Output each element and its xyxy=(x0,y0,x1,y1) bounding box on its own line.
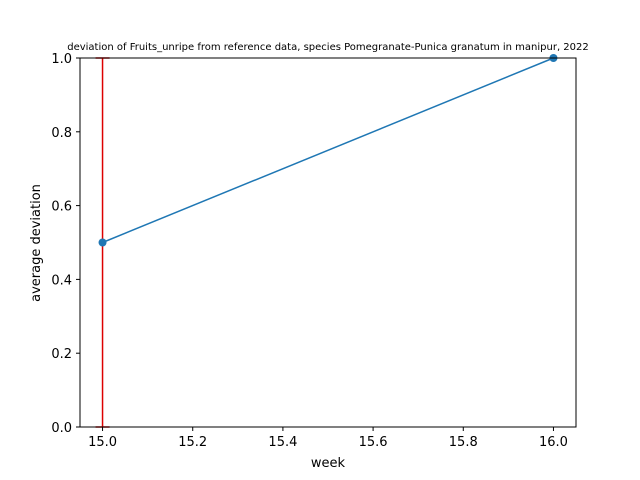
data-point-0-0 xyxy=(98,238,107,247)
x-tick-label-0: 15.0 xyxy=(88,435,117,450)
x-tick-label-4: 15.8 xyxy=(449,435,478,450)
y-tick-label-3: 0.6 xyxy=(51,200,72,215)
series-line-0 xyxy=(102,57,554,244)
plot-area xyxy=(95,54,558,428)
y-tick-label-4: 0.8 xyxy=(51,126,72,141)
x-axis-label: week xyxy=(311,456,346,471)
y-tick-label-2: 0.4 xyxy=(51,273,72,288)
axes: 15.0 15.2 15.4 15.6 15.8 16.0 0.0 0.2 0.4 0.6 0.8 1… xyxy=(51,52,577,450)
axes-frame xyxy=(79,57,577,428)
x-tick-label-2: 15.4 xyxy=(268,435,297,450)
x-tick-label-3: 15.6 xyxy=(359,435,388,450)
y-axis-label: average deviation xyxy=(29,184,44,302)
chart-title: deviation of Fruits_unripe from referenc… xyxy=(67,42,589,53)
x-tick-label-1: 15.2 xyxy=(178,435,207,450)
x-tick-label-5: 16.0 xyxy=(539,435,568,450)
y-tick-label-5: 1.0 xyxy=(51,52,72,67)
y-tick-label-1: 0.2 xyxy=(51,347,72,362)
y-tick-label-0: 0.0 xyxy=(51,421,72,436)
